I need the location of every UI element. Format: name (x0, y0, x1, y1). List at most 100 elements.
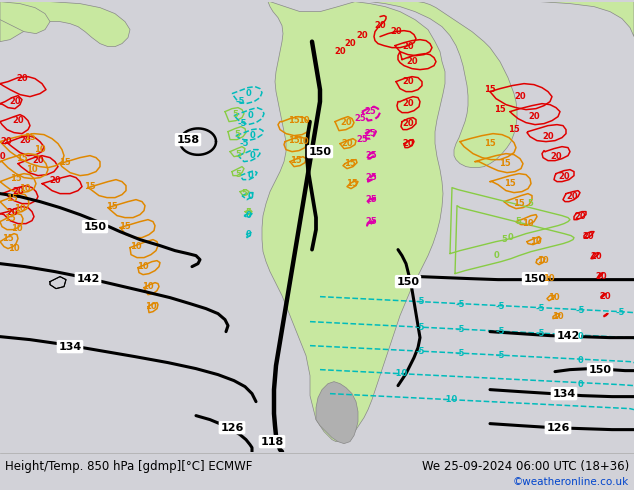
Text: 15: 15 (106, 202, 118, 211)
Text: 10: 10 (137, 262, 149, 271)
Text: 20: 20 (566, 192, 578, 201)
Text: 10: 10 (8, 244, 20, 253)
Text: 25: 25 (365, 217, 377, 226)
Text: 25: 25 (354, 114, 366, 123)
Text: 15: 15 (508, 125, 520, 134)
Text: 10: 10 (297, 137, 309, 146)
Text: 10: 10 (26, 165, 38, 174)
Text: 0: 0 (507, 233, 513, 242)
Text: 5: 5 (515, 217, 521, 226)
Text: 15: 15 (513, 199, 525, 208)
Text: 20: 20 (334, 47, 346, 56)
Text: -5: -5 (535, 304, 545, 313)
Text: -5: -5 (495, 351, 505, 360)
Text: 20: 20 (402, 119, 414, 128)
Text: 20: 20 (599, 292, 611, 301)
Text: 10: 10 (34, 145, 46, 154)
Text: 158: 158 (176, 135, 200, 145)
Text: -5: -5 (415, 347, 425, 356)
Text: 20: 20 (16, 74, 28, 83)
Text: 126: 126 (547, 422, 570, 433)
Text: -5: -5 (235, 97, 245, 106)
Text: -5: -5 (415, 297, 425, 306)
Text: 5: 5 (501, 235, 507, 244)
Text: 15: 15 (288, 136, 300, 145)
Text: 25: 25 (365, 195, 377, 204)
Text: 15: 15 (16, 154, 28, 163)
Text: 150: 150 (588, 365, 612, 375)
Polygon shape (50, 277, 66, 289)
Text: -5: -5 (615, 308, 624, 317)
Text: 150: 150 (396, 277, 420, 287)
Text: 10: 10 (130, 242, 142, 251)
Text: 150: 150 (309, 147, 332, 157)
Text: 20: 20 (340, 118, 352, 127)
Text: 5: 5 (232, 110, 238, 119)
Text: 15: 15 (484, 85, 496, 94)
Text: 20: 20 (49, 176, 61, 185)
Text: 20: 20 (574, 212, 586, 221)
Text: 20: 20 (402, 139, 414, 148)
Text: 10: 10 (19, 184, 31, 193)
Text: 5: 5 (235, 170, 241, 179)
Text: 20: 20 (514, 92, 526, 101)
Text: 20: 20 (374, 21, 386, 30)
Text: -5: -5 (495, 302, 505, 311)
Text: 0: 0 (247, 111, 253, 120)
Polygon shape (0, 1, 130, 47)
Text: 20: 20 (402, 42, 414, 51)
Text: 10: 10 (298, 116, 310, 125)
Text: 118: 118 (261, 437, 283, 446)
Text: 15: 15 (346, 179, 358, 188)
Polygon shape (316, 382, 358, 443)
Text: 20: 20 (528, 112, 540, 121)
Polygon shape (0, 1, 50, 34)
Text: -10: -10 (443, 395, 458, 404)
Polygon shape (540, 1, 634, 37)
Text: -5: -5 (575, 306, 585, 315)
Text: 10: 10 (11, 224, 23, 233)
Polygon shape (355, 1, 517, 168)
Text: 10: 10 (543, 274, 555, 283)
Text: 20: 20 (390, 27, 402, 36)
Text: 20: 20 (341, 139, 353, 148)
Text: 25: 25 (365, 151, 377, 160)
Text: -10: -10 (392, 369, 408, 378)
Text: We 25-09-2024 06:00 UTC (18+36): We 25-09-2024 06:00 UTC (18+36) (422, 460, 629, 473)
Text: -5: -5 (495, 327, 505, 336)
Text: 15: 15 (4, 214, 16, 223)
Text: -5: -5 (455, 349, 465, 358)
Text: 20: 20 (344, 39, 356, 48)
Text: 134: 134 (552, 389, 576, 399)
Text: 15: 15 (504, 179, 516, 188)
Text: ©weatheronline.co.uk: ©weatheronline.co.uk (513, 477, 629, 487)
Text: 15: 15 (10, 174, 22, 183)
Text: 134: 134 (58, 342, 82, 352)
Text: 20: 20 (0, 152, 6, 161)
Text: -5: -5 (239, 139, 249, 148)
Text: 150: 150 (524, 273, 547, 284)
Text: 10: 10 (145, 302, 157, 311)
Text: -5: -5 (237, 119, 247, 128)
Text: 5: 5 (527, 199, 533, 208)
Text: 25: 25 (356, 135, 368, 144)
Text: 10: 10 (552, 312, 564, 321)
Text: 5: 5 (234, 130, 240, 139)
Text: 20: 20 (356, 31, 368, 40)
Text: 0: 0 (247, 192, 253, 201)
Text: 15: 15 (2, 234, 14, 243)
Text: 25: 25 (364, 129, 376, 138)
Text: 0: 0 (577, 332, 583, 341)
Text: -5: -5 (535, 329, 545, 338)
Text: 126: 126 (220, 422, 243, 433)
Text: 20: 20 (558, 172, 570, 181)
Text: 0: 0 (577, 356, 583, 365)
Text: 5: 5 (241, 189, 247, 198)
Text: 5: 5 (235, 150, 241, 159)
Text: -5: -5 (415, 323, 425, 332)
Text: 15: 15 (288, 116, 300, 125)
Text: 15: 15 (6, 194, 18, 203)
Text: 10: 10 (522, 219, 534, 228)
Text: 20: 20 (595, 272, 607, 281)
Text: 20: 20 (0, 137, 12, 146)
